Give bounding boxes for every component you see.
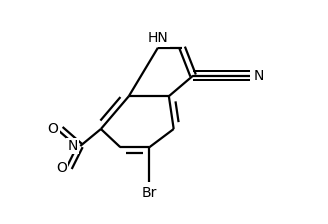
Text: N: N xyxy=(254,69,264,83)
Text: Br: Br xyxy=(142,186,157,200)
Text: O: O xyxy=(56,161,67,175)
Text: N: N xyxy=(68,139,78,153)
Text: HN: HN xyxy=(148,31,168,45)
Text: O: O xyxy=(48,122,58,136)
